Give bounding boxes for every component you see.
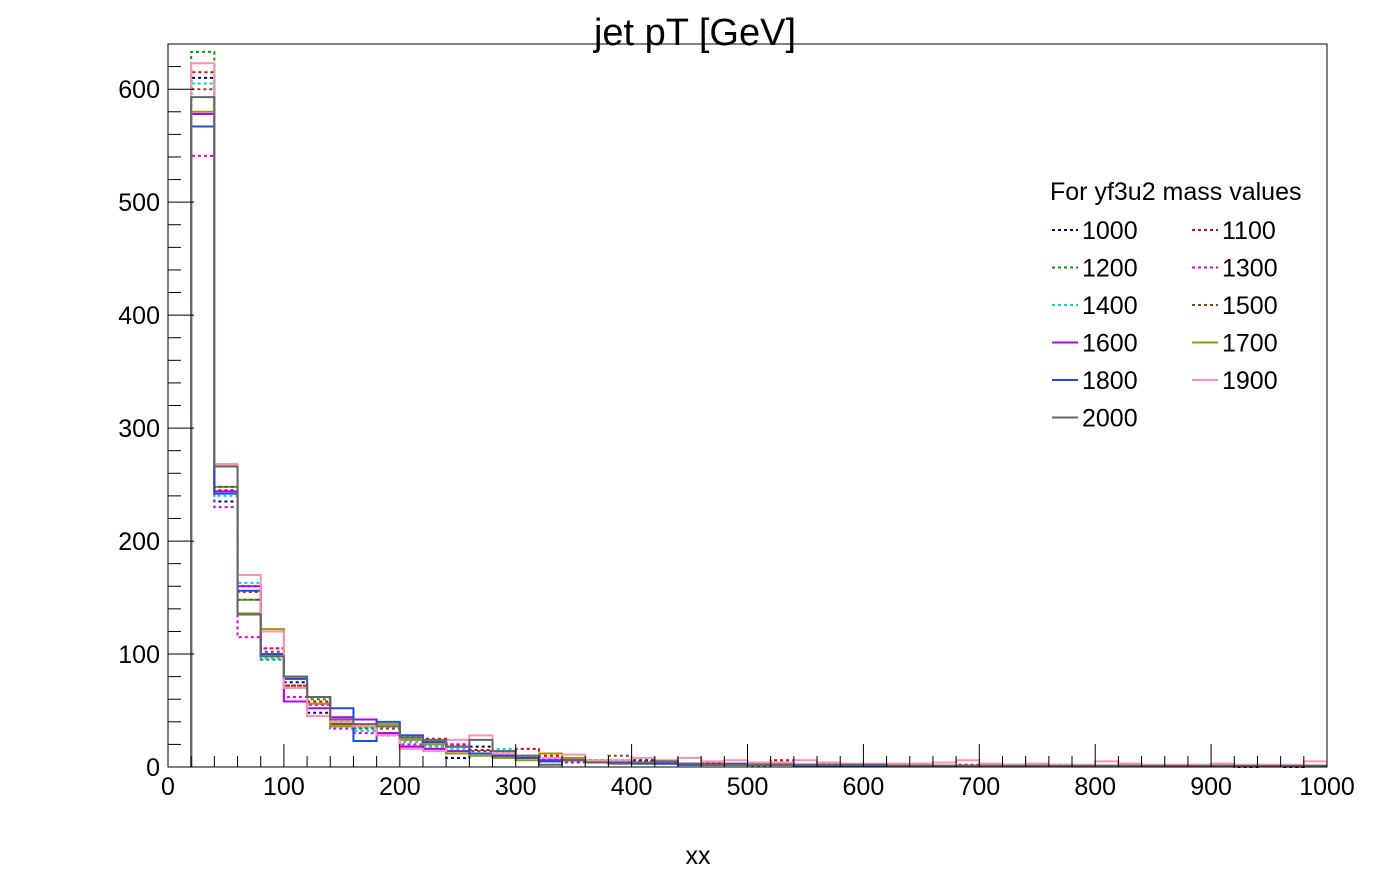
x-tick-label: 900 [1190, 773, 1232, 801]
y-tick-label: 500 [118, 189, 160, 217]
series-1600-line [190, 113, 1327, 767]
series-1100-line [190, 71, 1327, 767]
x-tick-label: 0 [161, 773, 175, 801]
legend-label: 1700 [1222, 330, 1278, 358]
x-tick-label: 100 [263, 773, 305, 801]
legend-label: 1100 [1222, 217, 1276, 245]
legend-label: 1800 [1082, 367, 1138, 395]
x-axis-label: xx [686, 842, 712, 870]
legend-label: 1000 [1082, 217, 1138, 245]
legend-label: 1300 [1222, 255, 1278, 283]
series-1800-line [190, 125, 1327, 767]
y-tick-label: 300 [118, 415, 160, 443]
legend: For yf3u2 mass values 1000 1100 1200 1300 14… [1050, 178, 1302, 433]
x-tick-label: 800 [1074, 773, 1116, 801]
x-tick-label: 700 [958, 773, 1000, 801]
legend-label: 1900 [1222, 367, 1278, 395]
series-1300-line [190, 154, 1327, 767]
series-1500-line [190, 88, 1327, 767]
x-tick-label: 1000 [1299, 773, 1355, 801]
chart-title: jet pT [GeV] [593, 12, 796, 54]
series-1900-line [190, 62, 1327, 767]
series-1700-line [190, 110, 1327, 767]
x-tick-label: 500 [727, 773, 769, 801]
legend-label: 1500 [1222, 292, 1278, 320]
x-tick-label: 300 [495, 773, 537, 801]
legend-title: For yf3u2 mass values [1050, 178, 1302, 206]
legend-label: 2000 [1082, 405, 1138, 433]
y-tick-label: 400 [118, 302, 160, 330]
y-tick-label: 200 [118, 528, 160, 556]
plot-frame [167, 43, 1328, 768]
legend-label: 1400 [1082, 292, 1138, 320]
legend-label: 1600 [1082, 330, 1138, 358]
axes: 0 100 200 300 400 500 600 0 100 200 300 400 500 600 70… [118, 43, 1355, 801]
legend-label: 1200 [1082, 255, 1138, 283]
x-tick-label: 400 [611, 773, 653, 801]
y-tick-label: 0 [146, 754, 160, 782]
x-tick-label: 200 [379, 773, 421, 801]
histogram-lines [190, 50, 1327, 768]
series-1200-line [190, 50, 1327, 767]
x-tick-label: 600 [843, 773, 885, 801]
y-tick-label: 100 [118, 641, 160, 669]
y-tick-label: 600 [118, 76, 160, 104]
